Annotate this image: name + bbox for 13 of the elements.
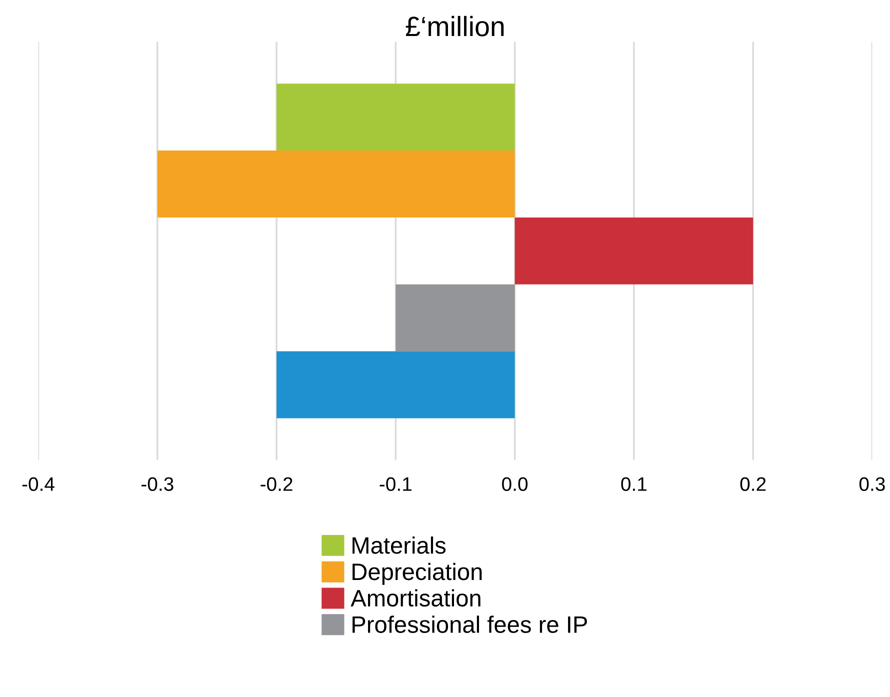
legend-label: Amortisation bbox=[350, 589, 480, 607]
legend-label: Materials bbox=[352, 536, 446, 554]
x-tick-label: 0.0 bbox=[502, 477, 528, 491]
x-tick-label: -0.4 bbox=[22, 477, 54, 491]
chart-title: £‘million bbox=[406, 16, 504, 36]
x-tick-label: -0.1 bbox=[380, 477, 412, 491]
x-tick-label: 0.2 bbox=[740, 477, 766, 491]
x-tick-label: 0.1 bbox=[621, 477, 646, 491]
x-tick-label: -0.2 bbox=[260, 477, 292, 491]
legend-label: Depreciation bbox=[352, 562, 482, 585]
x-tick-label: -0.3 bbox=[142, 477, 174, 491]
legend-label: Professional fees re IP bbox=[352, 616, 587, 633]
x-tick-label: 0.3 bbox=[859, 477, 885, 491]
